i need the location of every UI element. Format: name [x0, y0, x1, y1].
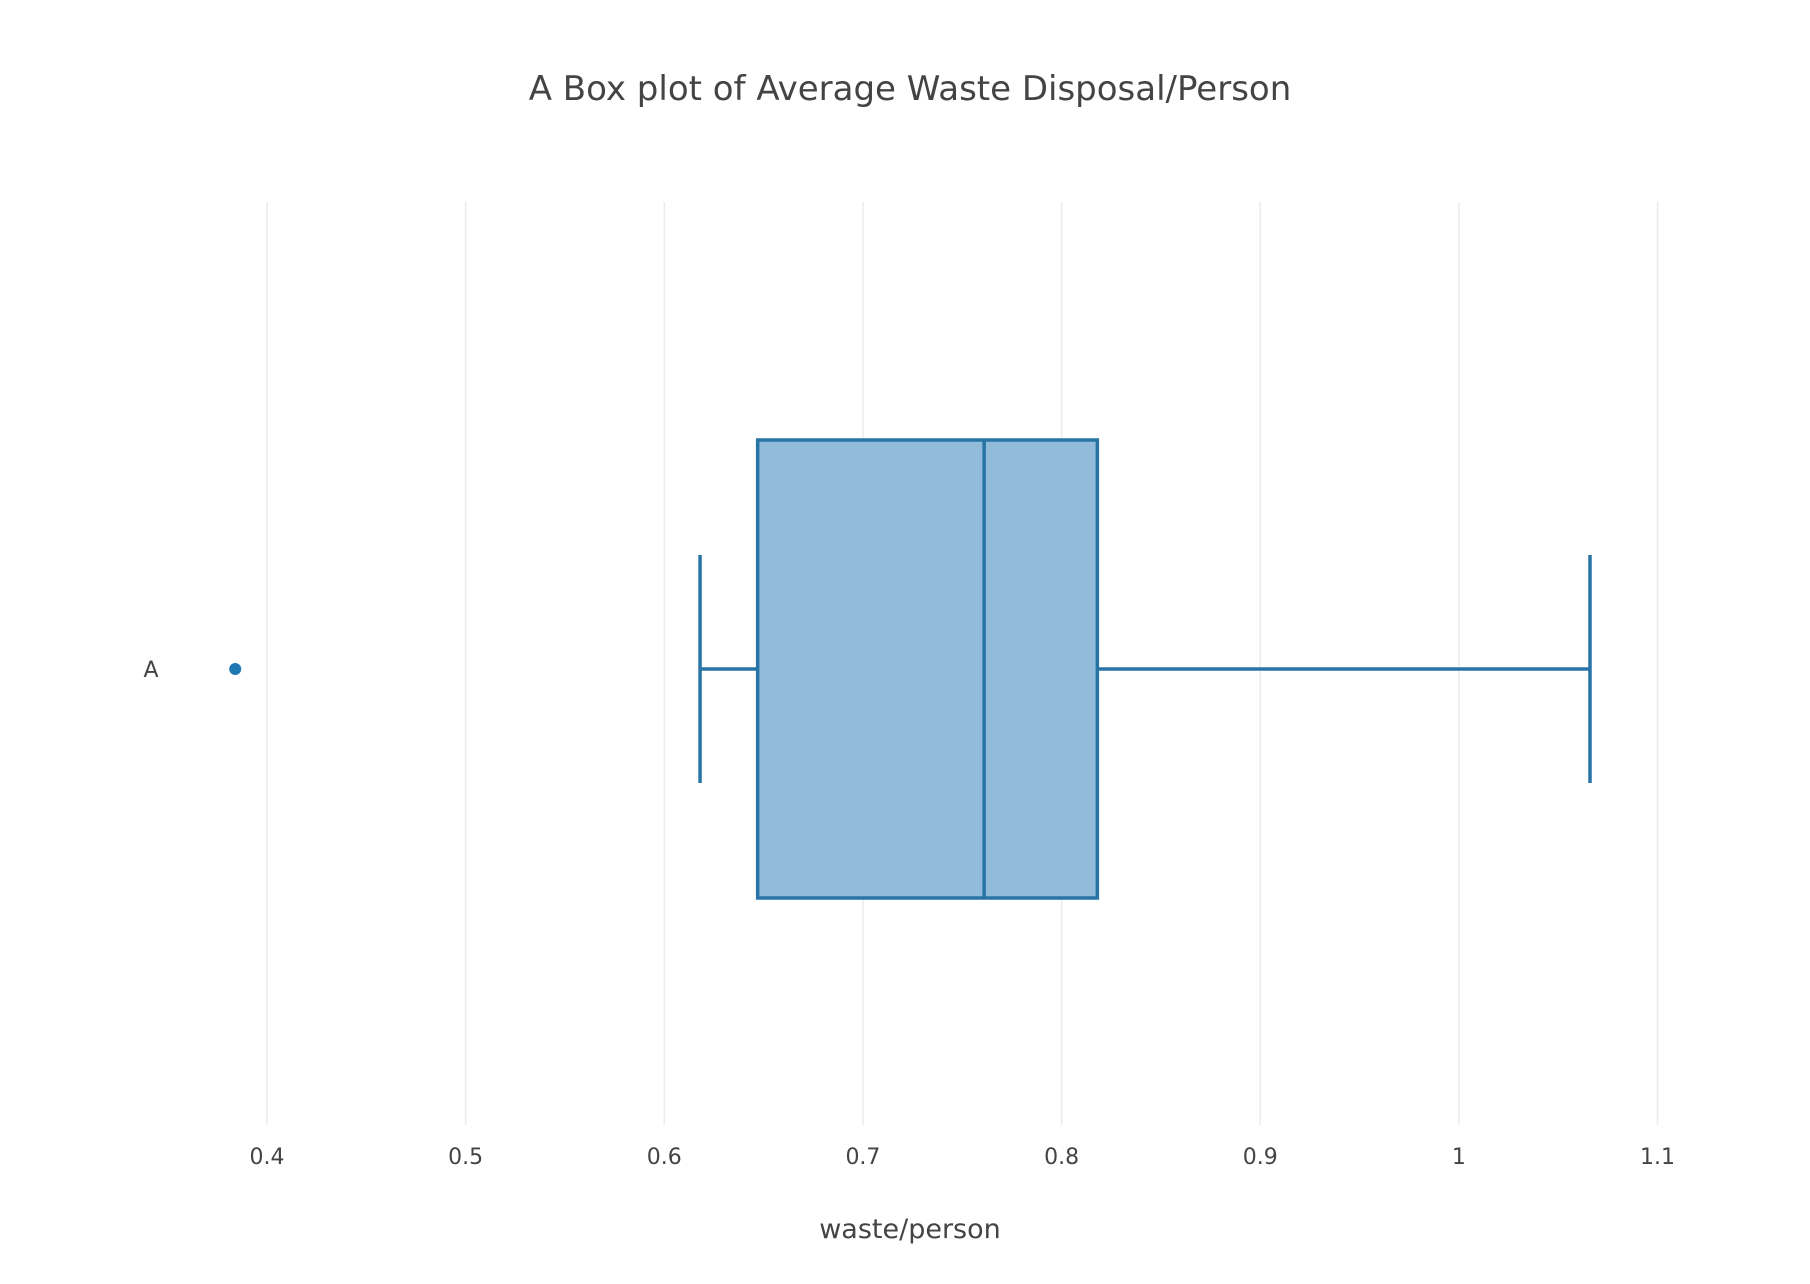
box-series: [229, 438, 1592, 900]
x-tick-label: 1.1: [1640, 1145, 1675, 1170]
x-axis-title: waste/person: [819, 1214, 1001, 1245]
x-tick-label: 0.7: [845, 1145, 880, 1170]
x-axis-ticks: 0.4 0.5 0.6 0.7 0.8 0.9 1 1.1: [250, 1145, 1676, 1170]
y-axis-categories: A: [143, 658, 158, 683]
chart-title: A Box plot of Average Waste Disposal/Per…: [529, 69, 1292, 109]
x-tick-label: 1: [1452, 1145, 1466, 1170]
x-tick-label: 0.9: [1243, 1145, 1278, 1170]
x-tick-label: 0.8: [1044, 1145, 1079, 1170]
y-category-label: A: [143, 658, 158, 683]
x-tick-label: 0.6: [647, 1145, 682, 1170]
x-tick-label: 0.5: [448, 1145, 483, 1170]
outlier-point: [229, 663, 242, 675]
iqr-box: [755, 438, 1100, 900]
box-group: [229, 438, 1592, 900]
x-tick-label: 0.4: [250, 1145, 285, 1170]
